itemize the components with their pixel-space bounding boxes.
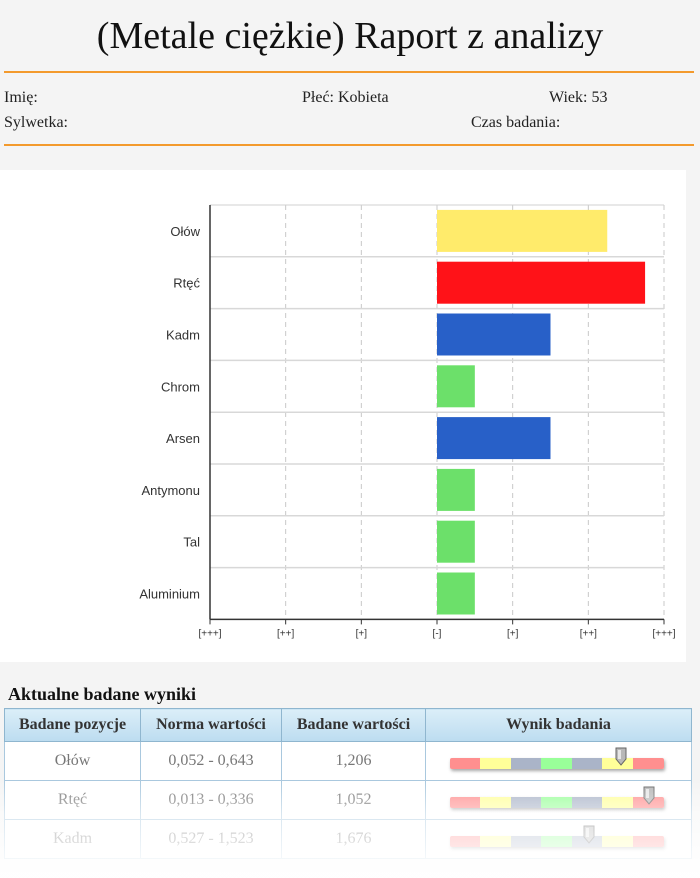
table-row: Ołów 0,052 - 0,643 1,206 — [4, 741, 692, 781]
scale-segment — [449, 797, 481, 808]
scale-segment — [571, 797, 603, 808]
result-marker-icon — [615, 747, 627, 766]
scale-segment — [510, 758, 542, 769]
figure-label: Sylwetka: — [4, 114, 68, 131]
name-label: Imię: — [4, 89, 38, 106]
cell-position: Rtęć — [4, 780, 141, 820]
age-label: Wiek: 53 — [549, 89, 608, 106]
chart-panel: Ołów Rtęć Kadm Chrom Arsen Antymonu Tal Alumini… — [0, 170, 686, 662]
results-table: Badane pozycje Norma wartości Badane war… — [4, 708, 692, 859]
cell-norm: 0,527 - 1,523 — [140, 819, 282, 859]
scale-segment — [541, 836, 572, 847]
result-marker-icon — [643, 786, 655, 805]
category-label: Arsen — [166, 431, 200, 446]
result-scale — [449, 747, 668, 769]
scale-segment — [602, 758, 633, 769]
header-measured: Badane wartości — [281, 708, 426, 742]
gender-label: Płeć: Kobieta — [302, 89, 389, 106]
bar-7 — [437, 572, 475, 615]
results-title: Aktualne badane wyniki — [8, 684, 197, 704]
cell-position: Ołów — [4, 741, 141, 781]
results-header-row: Badane pozycje Norma wartości Badane war… — [4, 708, 692, 742]
bar-1 — [437, 261, 646, 304]
cell-norm: 0,052 - 0,643 — [140, 741, 282, 781]
cell-value: 1,676 — [281, 819, 426, 859]
cell-position: Kadm — [4, 819, 141, 859]
result-marker-icon — [583, 825, 595, 844]
scale-segment — [510, 836, 542, 847]
cell-norm: 0,013 - 0,336 — [140, 780, 282, 820]
result-scale — [449, 786, 668, 808]
scale-segment — [602, 797, 633, 808]
category-label: Rtęć — [173, 276, 200, 291]
header-result: Wynik badania — [425, 708, 692, 742]
scale-bar — [449, 797, 664, 808]
scale-segment — [449, 836, 481, 847]
x-tick-label: [++] — [277, 628, 294, 639]
header-norm: Norma wartości — [140, 708, 282, 742]
scale-segment — [632, 836, 664, 847]
scale-segment — [571, 758, 603, 769]
x-tick-label: [++] — [580, 628, 597, 639]
bar-5 — [437, 468, 475, 511]
header-positions: Badane pozycje — [4, 708, 141, 742]
cell-value: 1,052 — [281, 780, 426, 820]
x-tick-label: [-] — [433, 628, 442, 639]
scale-segment — [480, 836, 511, 847]
bar-3 — [437, 365, 475, 408]
exam-time-label: Czas badania: — [471, 114, 561, 131]
category-label: Tal — [183, 535, 200, 550]
category-label: Aluminium — [139, 587, 200, 602]
bar-0 — [437, 209, 608, 252]
x-tick-label: [+++] — [198, 628, 221, 639]
header-divider-top — [4, 71, 694, 73]
scale-bar — [449, 758, 664, 769]
category-label: Kadm — [166, 328, 200, 343]
report-header: (Metale ciężkie) Raport z analizy Imię: … — [0, 0, 700, 168]
bar-chart: Ołów Rtęć Kadm Chrom Arsen Antymonu Tal Alumini… — [139, 204, 676, 639]
scale-segment — [510, 797, 542, 808]
cell-value: 1,206 — [281, 741, 426, 781]
cell-result-scale — [425, 741, 692, 781]
table-row: Rtęć 0,013 - 0,336 1,052 — [4, 780, 692, 820]
scale-segment — [602, 836, 633, 847]
bar-4 — [437, 417, 551, 460]
bar-6 — [437, 520, 475, 563]
category-label: Antymonu — [141, 483, 200, 498]
scale-bar — [449, 836, 664, 847]
scale-segment — [541, 758, 572, 769]
scale-segment — [480, 797, 511, 808]
category-label: Ołów — [170, 224, 200, 239]
result-scale — [449, 825, 668, 847]
x-tick-label: [+] — [356, 628, 368, 639]
header-divider-bottom — [4, 144, 694, 146]
cell-result-scale — [425, 819, 692, 859]
scale-segment — [541, 797, 572, 808]
category-label: Chrom — [161, 379, 200, 394]
bar-2 — [437, 313, 551, 356]
x-tick-label: [+++] — [652, 628, 675, 639]
scale-segment — [632, 758, 664, 769]
x-tick-label: [+] — [507, 628, 519, 639]
table-row: Kadm 0,527 - 1,523 1,676 — [4, 819, 692, 859]
report-title: (Metale ciężkie) Raport z analizy — [96, 15, 604, 57]
cell-result-scale — [425, 780, 692, 820]
scale-segment — [480, 758, 511, 769]
scale-segment — [449, 758, 481, 769]
